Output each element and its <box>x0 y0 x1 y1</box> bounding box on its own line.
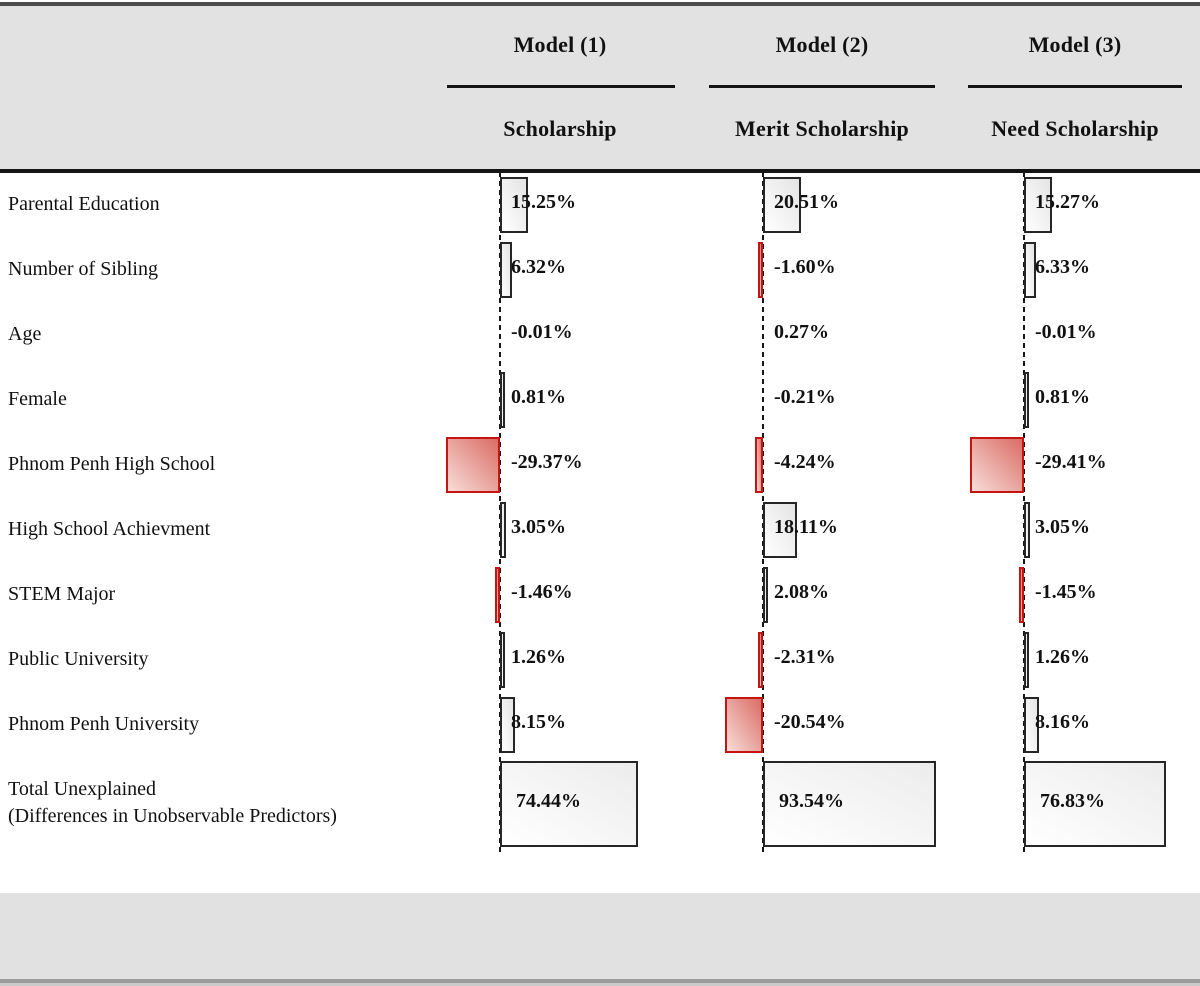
value-label: 93.54% <box>779 790 844 812</box>
model-2-header: Model (2) <box>775 32 869 57</box>
value-label: -0.01% <box>1035 321 1097 343</box>
bar <box>500 177 528 233</box>
value-label: -29.37% <box>511 451 583 473</box>
value-label: 76.83% <box>1040 790 1105 812</box>
value-label: 1.26% <box>1035 646 1090 668</box>
model-3-underline <box>968 85 1182 88</box>
bar <box>446 437 500 493</box>
value-label: 0.81% <box>1035 386 1090 408</box>
outcome-1-header: Scholarship <box>503 116 617 141</box>
bottom-edge-rule <box>0 983 1200 986</box>
bar <box>725 697 763 753</box>
bar <box>1024 632 1029 688</box>
bar <box>495 567 500 623</box>
value-label: 0.81% <box>511 386 566 408</box>
bar <box>1024 372 1029 428</box>
bar <box>500 697 515 753</box>
value-label: 15.27% <box>1035 191 1100 213</box>
value-label: 6.32% <box>511 256 566 278</box>
row-label: Number of Sibling <box>8 258 158 280</box>
value-label: 74.44% <box>516 790 581 812</box>
value-label: -29.41% <box>1035 451 1107 473</box>
value-label: -2.31% <box>774 646 836 668</box>
value-label: 3.05% <box>511 516 566 538</box>
bar <box>1024 242 1036 298</box>
model-3-header: Model (3) <box>1028 32 1122 57</box>
top-rule <box>0 2 1200 6</box>
row-label: Female <box>8 388 67 410</box>
row-label: STEM Major <box>8 583 116 605</box>
value-label: 18.11% <box>774 516 838 538</box>
value-label: -1.60% <box>774 256 836 278</box>
bar <box>500 502 506 558</box>
header-bottom-rule <box>0 169 1200 173</box>
bar <box>1024 502 1030 558</box>
value-label: 8.15% <box>511 711 566 733</box>
model-1-underline <box>447 85 675 88</box>
bar <box>763 177 801 233</box>
bar <box>1024 697 1039 753</box>
value-label: 3.05% <box>1035 516 1090 538</box>
value-label: -0.21% <box>774 386 836 408</box>
row-label: Public University <box>8 648 149 670</box>
value-label: 1.26% <box>511 646 566 668</box>
bar <box>500 242 512 298</box>
bar <box>970 437 1024 493</box>
row-label: Phnom Penh University <box>8 713 200 735</box>
value-label: -20.54% <box>774 711 846 733</box>
row-label: Phnom Penh High School <box>8 453 216 475</box>
model-2-underline <box>709 85 935 88</box>
bar <box>1024 761 1166 847</box>
value-label: 20.51% <box>774 191 839 213</box>
bar <box>763 567 768 623</box>
value-label: 0.27% <box>774 321 829 343</box>
bar <box>1019 567 1024 623</box>
value-label: 6.33% <box>1035 256 1090 278</box>
bar <box>500 761 638 847</box>
bar <box>500 372 505 428</box>
bottom-band <box>0 893 1200 983</box>
value-label: 2.08% <box>774 581 829 603</box>
value-label: -4.24% <box>774 451 836 473</box>
value-label: 15.25% <box>511 191 576 213</box>
value-label: -0.01% <box>511 321 573 343</box>
bar <box>1024 177 1052 233</box>
value-label: -1.45% <box>1035 581 1097 603</box>
value-label: -1.46% <box>511 581 573 603</box>
outcome-3-header: Need Scholarship <box>991 116 1159 141</box>
row-label: Parental Education <box>8 193 160 215</box>
bar <box>758 242 763 298</box>
bar <box>763 761 936 847</box>
bar <box>500 632 505 688</box>
row-label: Total Unexplained (Differences in Unobser… <box>8 778 337 827</box>
bar <box>758 632 763 688</box>
value-label: 8.16% <box>1035 711 1090 733</box>
bar <box>763 502 797 558</box>
outcome-2-header: Merit Scholarship <box>735 116 909 141</box>
bar <box>755 437 763 493</box>
row-label: High School Achievment <box>8 518 211 540</box>
row-label: Age <box>8 323 42 345</box>
model-1-header: Model (1) <box>513 32 607 57</box>
